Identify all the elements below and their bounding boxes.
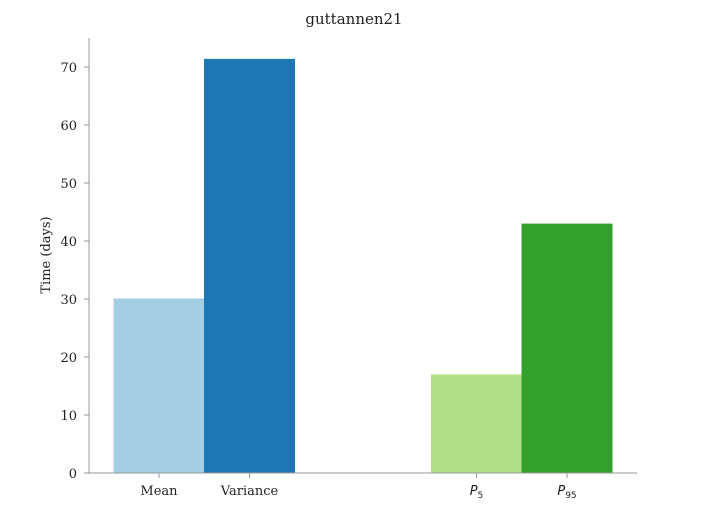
- y-tick-label: 10: [60, 409, 77, 424]
- bar-2: [204, 58, 295, 473]
- y-tick-label: 0: [69, 467, 77, 482]
- y-tick-label: 60: [60, 119, 77, 134]
- x-tick-label: Mean: [140, 484, 178, 499]
- bar-4: [521, 223, 613, 473]
- y-tick-label: 40: [60, 235, 77, 250]
- bar-1: [113, 298, 205, 473]
- bars-layer: [113, 58, 613, 473]
- x-tick-label: P95: [557, 484, 576, 501]
- x-tick-label: Variance: [220, 484, 279, 499]
- y-tick-label: 20: [60, 351, 77, 366]
- y-axis-label: Time (days): [39, 216, 54, 293]
- y-tick-label: 70: [60, 61, 77, 76]
- x-axis-ticks: Mean Variance P5 P95: [140, 473, 577, 501]
- bar-3: [431, 374, 522, 473]
- y-axis-ticks: 0 10 20 30 40 50 60 70: [60, 61, 89, 482]
- chart-title: guttannen21: [305, 10, 402, 28]
- x-tick-label: P5: [470, 484, 484, 501]
- y-tick-label: 50: [60, 177, 77, 192]
- y-tick-label: 30: [60, 293, 77, 308]
